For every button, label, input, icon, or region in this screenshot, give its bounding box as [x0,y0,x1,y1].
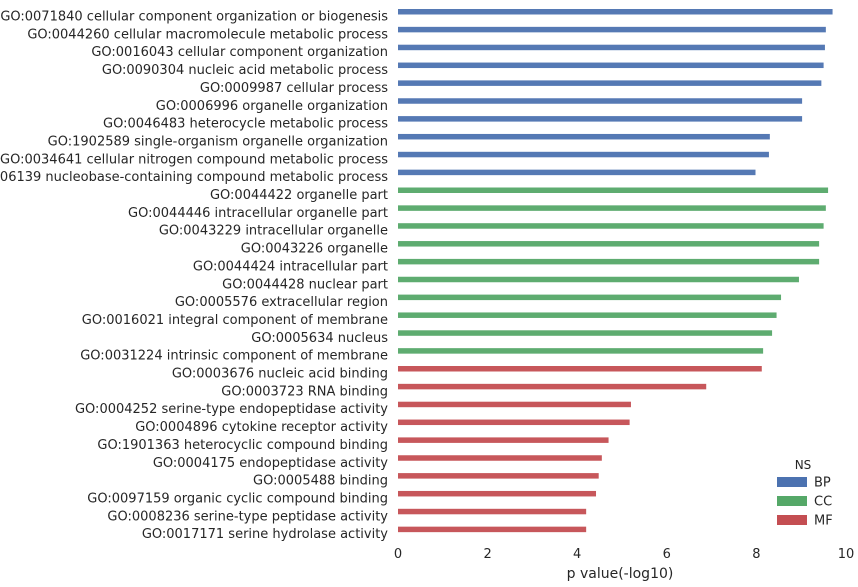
legend-swatch-bp [777,477,807,487]
bar-bp [398,80,822,86]
category-label: GO:0008236 serine-type peptidase activit… [107,509,388,524]
category-label: GO:0044424 intracellular part [193,259,388,274]
x-tick-label: 10 [838,547,855,562]
bar-cc [398,294,782,301]
bar-bp [398,44,825,51]
bar-mf [398,419,630,426]
category-label: GO:0090304 nucleic acid metabolic proces… [102,63,388,78]
bar-mf [398,401,631,408]
bar-mf [398,366,762,372]
category-label: GO:0044446 intracellular organelle part [128,206,388,221]
bar-cc [398,241,820,247]
category-labels: GO:0071840 cellular component organizati… [0,10,388,543]
bar-bp [398,9,833,15]
x-tick-label: 8 [752,547,760,562]
bar-mf [398,437,609,443]
legend-title: NS [795,458,812,472]
category-label: GO:0005634 nucleus [251,331,388,346]
legend-label-mf: MF [814,514,833,529]
category-label: GO:0071840 cellular component organizati… [0,10,388,25]
legend: NS BP CC MF [777,458,833,529]
x-tick-label: 0 [394,547,402,562]
category-label: GO:0006996 organelle organization [156,99,388,114]
category-label: GO:0043229 intracellular organelle [159,224,388,239]
category-label: GO:0044260 cellular macromolecule metabo… [27,27,388,42]
bar-bp [398,151,769,158]
bar-mf [398,526,587,533]
category-label: GO:1901363 heterocyclic compound binding [97,438,388,453]
category-label: GO:0046483 heterocycle metabolic process [103,117,388,132]
bar-bp [398,133,770,140]
bar-bp [398,98,803,104]
x-axis-ticks: 0 2 4 6 8 10 [394,547,854,562]
bar-bp [398,169,756,176]
category-label: GO:0004896 cytokine receptor activity [135,420,388,435]
bar-cc [398,330,773,336]
category-label: GO:0005576 extracellular region [175,295,388,310]
category-label: GO:0097159 organic cyclic compound bindi… [87,491,388,506]
category-label: GO:0003676 nucleic acid binding [172,367,388,382]
bar-cc [398,312,777,318]
bar-cc [398,205,826,211]
bar-mf [398,473,599,479]
bar-mf [398,383,707,390]
category-label: GO:0003723 RNA binding [221,384,388,399]
bar-bp [398,116,803,122]
category-label: GO:0034641 cellular nitrogen compound me… [0,152,388,167]
category-label: GO:0004175 endopeptidase activity [153,456,388,471]
category-label: GO:0016021 integral component of membran… [82,313,388,328]
category-label: GO:0017171 serine hydrolase activity [142,527,388,542]
x-tick-label: 2 [483,547,491,562]
legend-swatch-cc [777,496,807,506]
legend-label-cc: CC [814,495,832,510]
bar-cc [398,348,764,354]
bar-cc [398,223,824,229]
x-tick-label: 4 [573,547,581,562]
bar-bp [398,26,826,33]
category-label: GO:0031224 intrinsic component of membra… [80,349,388,364]
category-label: GO:0043226 organelle [241,242,388,257]
legend-swatch-mf [777,515,807,525]
bar-bp [398,62,824,69]
category-label: GO:0005488 binding [253,474,388,489]
category-label: GO:0044422 organelle part [210,188,388,203]
category-label: GO:0009987 cellular process [200,81,388,96]
bar-cc [398,187,829,193]
bar-mf [398,455,602,461]
category-label: GO:0004252 serine-type endopeptidase act… [75,402,388,417]
bar-cc [398,276,799,283]
x-tick-label: 6 [663,547,671,562]
category-label: GO:0016043 cellular component organizati… [91,45,388,60]
x-axis-title: p value(-log10) [567,566,674,582]
bar-mf [398,508,587,515]
legend-label-bp: BP [814,476,831,491]
category-label: GO:0006139 nucleobase-containing compoun… [0,170,388,185]
category-label: GO:1902589 single-organism organelle org… [48,134,388,149]
category-label: GO:0044428 nuclear part [222,277,388,292]
bar-mf [398,490,597,497]
bars-layer [398,9,833,533]
bar-cc [398,258,820,265]
